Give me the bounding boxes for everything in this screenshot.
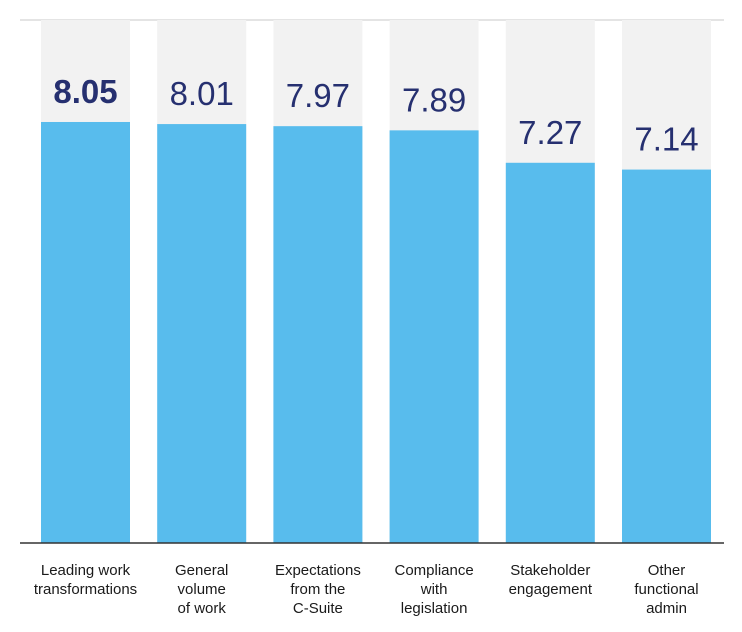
data-label: 7.97 <box>286 77 350 114</box>
bar <box>622 169 711 543</box>
category-label-line: General <box>175 562 228 579</box>
category-label-line: volume <box>178 581 226 598</box>
bar <box>389 130 479 543</box>
category-label-line: Expectations <box>275 562 361 579</box>
category-label-line: admin <box>646 600 687 617</box>
bar <box>157 124 247 544</box>
category-label-line: functional <box>634 581 698 598</box>
category-label-line: legislation <box>401 600 468 617</box>
category-label-line: engagement <box>509 581 593 598</box>
category-label-line: Leading work <box>41 562 131 579</box>
category-label-line: Other <box>648 562 686 579</box>
bar-tracks <box>41 20 711 543</box>
category-label-line: with <box>420 581 448 598</box>
bar <box>273 126 363 543</box>
category-tick-label: General volume of work <box>175 562 228 617</box>
bar <box>505 162 595 544</box>
category-tick-label: Leading work transformations <box>34 562 137 598</box>
data-label: 7.27 <box>518 114 582 151</box>
category-tick-label: Other functional admin <box>634 562 698 617</box>
category-tick-label: Expectations from the C-Suite <box>275 562 361 617</box>
category-label-line: C-Suite <box>293 600 343 617</box>
category-label-line: Compliance <box>394 562 473 579</box>
data-label: 7.14 <box>634 121 698 158</box>
category-label-line: transformations <box>34 581 137 598</box>
category-label-line: Stakeholder <box>510 562 590 579</box>
category-label-line: from the <box>290 581 345 598</box>
bar <box>41 121 130 544</box>
category-tick-label: Stakeholder engagement <box>509 562 593 598</box>
data-label: 8.05 <box>53 73 117 110</box>
category-tick-label: Compliance with legislation <box>394 562 473 617</box>
data-label: 7.89 <box>402 81 466 118</box>
bars <box>41 121 711 544</box>
category-label-line: of work <box>178 600 227 617</box>
category-labels: Leading work transformations General volume… <box>34 562 699 617</box>
value-labels: 8.05 8.01 7.97 7.89 7.27 7.14 <box>53 73 698 158</box>
data-label: 8.01 <box>170 75 234 112</box>
